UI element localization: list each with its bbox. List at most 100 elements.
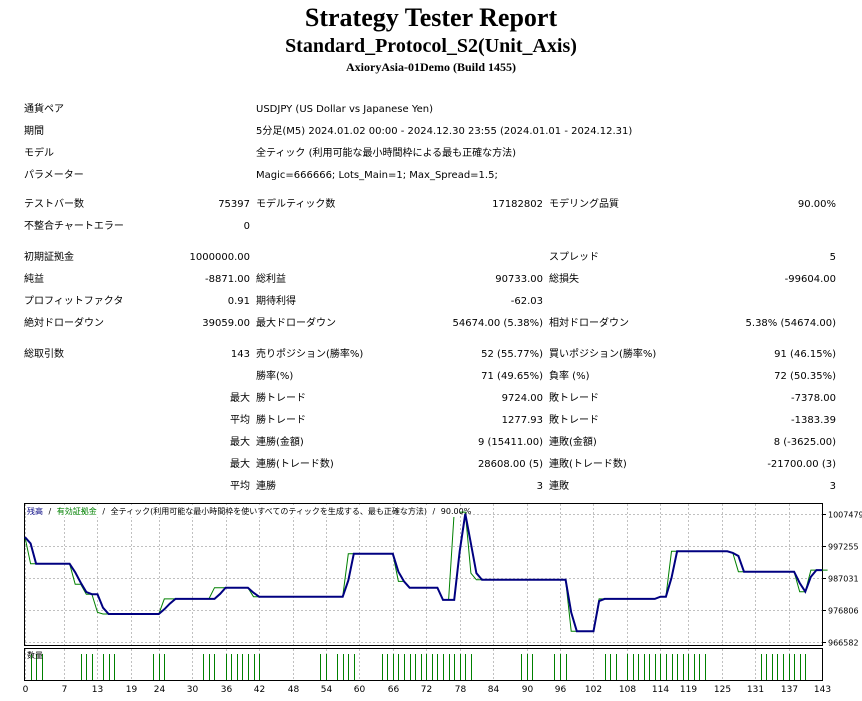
x-tick-label: 60 <box>354 685 366 695</box>
volume-bars <box>31 654 806 680</box>
profit-factor-label: プロフィットファクタ <box>24 296 124 307</box>
x-tick-label: 137 <box>781 685 798 695</box>
largest-win-value: 9724.00 <box>501 393 543 404</box>
short-positions-value: 52 (55.77%) <box>481 349 543 360</box>
avg-cons-wins-label: 連勝 <box>256 481 276 492</box>
legend-separator-1: / <box>49 507 52 516</box>
avg-cons-losses-value: 3 <box>829 481 836 492</box>
legend-equity: 有効証拠金 <box>57 506 97 516</box>
y-axis-labels: 1007479 997255 987031 976806 966582 <box>828 511 862 648</box>
x-tick-label: 66 <box>388 685 400 695</box>
max-drawdown-label: 最大ドローダウン <box>256 318 336 329</box>
params-value: Magic=666666; Lots_Main=1; Max_Spread=1.… <box>256 170 498 181</box>
loss-rate-value: 72 (50.35%) <box>774 371 836 382</box>
max-drawdown-value: 54674.00 (5.38%) <box>452 318 543 329</box>
x-tick-label: 78 <box>455 685 467 695</box>
cons-profit-value: 28608.00 (5) <box>477 459 543 470</box>
x-tick-label: 0 <box>23 685 29 695</box>
y-tick-label: 966582 <box>828 639 859 648</box>
long-positions-label: 買いポジション(勝率%) <box>549 349 657 360</box>
win-rate-label: 勝率(%) <box>256 371 294 382</box>
legend-separator-3: / <box>433 507 436 516</box>
spread-label: スプレッド <box>549 252 599 263</box>
legend-line: 残高 / 有効証拠金 / 全ティック(利用可能な最小時間枠を使いすべてのティック… <box>27 506 472 516</box>
deposit-label: 初期証拠金 <box>24 252 74 263</box>
x-tick-label: 96 <box>555 685 567 695</box>
period-label: 期間 <box>24 126 44 137</box>
cons-wins-label: 連勝(金額) <box>256 437 304 448</box>
net-profit-label: 純益 <box>24 274 44 285</box>
x-tick-label: 36 <box>221 685 233 695</box>
legend-separator-2: / <box>102 507 105 516</box>
cons-losses-value: 8 (-3625.00) <box>773 437 836 448</box>
gross-loss-label: 総損失 <box>549 274 579 285</box>
maximum-prefix: 最大 <box>230 437 250 448</box>
cons-loss-label: 連敗(トレード数) <box>549 459 627 470</box>
x-tick-label: 54 <box>321 685 333 695</box>
y-tick-label: 976806 <box>828 607 859 616</box>
volume-chart-frame <box>24 648 823 681</box>
server-build: AxioryAsia-01Demo (Build 1455) <box>346 60 516 74</box>
balance-line <box>24 513 822 633</box>
x-tick-label: 13 <box>92 685 103 695</box>
x-axis-labels: 0 7 13 19 24 30 36 42 48 54 60 66 72 78 84 90 96 102 108 11… <box>23 685 831 695</box>
gross-profit-label: 総利益 <box>256 274 286 285</box>
gross-loss-value: -99604.00 <box>784 274 836 285</box>
abs-drawdown-label: 絶対ドローダウン <box>24 318 104 329</box>
equity-line <box>24 511 828 632</box>
win-rate-value: 71 (49.65%) <box>481 371 543 382</box>
legend-model: 全ティック(利用可能な最小時間枠を使いすべてのティックを生成する、最も正確な方法… <box>111 506 427 516</box>
largest-win-label: 勝トレード <box>256 393 306 404</box>
mismatch-label: 不整合チャートエラー <box>24 221 124 232</box>
expert-name: Standard_Protocol_S2(Unit_Axis) <box>285 35 577 57</box>
y-tick-label: 1007479 <box>828 511 862 520</box>
main-chart-frame <box>24 503 823 646</box>
total-trades-label: 総取引数 <box>24 349 64 360</box>
x-tick-label: 114 <box>652 685 669 695</box>
net-profit-value: -8871.00 <box>205 274 250 285</box>
short-positions-label: 売りポジション(勝率%) <box>256 349 364 360</box>
y-tick-label: 997255 <box>828 543 859 552</box>
largest-loss-value: -7378.00 <box>791 393 836 404</box>
legend-balance: 残高 <box>27 506 43 516</box>
abs-drawdown-value: 39059.00 <box>202 318 250 329</box>
x-tick-label: 125 <box>714 685 731 695</box>
mismatch-value: 0 <box>243 221 250 232</box>
cons-profit-label: 連勝(トレード数) <box>256 459 334 470</box>
loss-rate-label: 負率 (%) <box>549 371 590 382</box>
params-label: パラメーター <box>24 170 84 181</box>
report-title: Strategy Tester Report <box>304 3 558 32</box>
x-tick-label: 19 <box>126 685 138 695</box>
legend-background <box>26 505 460 517</box>
total-trades-value: 143 <box>230 349 250 360</box>
avg-cons-losses-label: 連敗 <box>549 481 569 492</box>
x-tick-label: 102 <box>585 685 602 695</box>
x-tick-label: 119 <box>680 685 697 695</box>
largest-prefix: 最大 <box>230 393 250 404</box>
ticks-value: 17182802 <box>492 199 543 210</box>
model-value: 全ティック (利用可能な最小時間枠による最も正確な方法) <box>256 148 517 159</box>
x-tick-label: 108 <box>619 685 636 695</box>
expected-payoff-label: 期待利得 <box>256 296 296 307</box>
quality-label: モデリング品質 <box>549 199 619 210</box>
pair-label: 通貨ペア <box>24 104 64 115</box>
profit-factor-value: 0.91 <box>227 296 250 307</box>
maximal-prefix: 最大 <box>230 459 250 470</box>
x-tick-label: 84 <box>488 685 500 695</box>
rel-drawdown-value: 5.38% (54674.00) <box>745 318 836 329</box>
avg-win-value: 1277.93 <box>501 415 543 426</box>
cons-losses-label: 連敗(金額) <box>549 437 597 448</box>
x-tick-label: 72 <box>421 685 432 695</box>
cons-loss-value: -21700.00 (3) <box>767 459 836 470</box>
x-tick-label: 24 <box>154 685 166 695</box>
avg-cons-prefix: 平均 <box>230 481 250 492</box>
avg-win-label: 勝トレード <box>256 415 306 426</box>
rel-drawdown-label: 相対ドローダウン <box>549 318 629 329</box>
expected-payoff-value: -62.03 <box>510 296 543 307</box>
x-tick-label: 42 <box>254 685 265 695</box>
legend-quality: 90.00% <box>441 507 472 516</box>
average-prefix: 平均 <box>230 415 250 426</box>
chart-grid <box>25 504 826 680</box>
bars-label: テストバー数 <box>24 199 84 210</box>
avg-loss-value: -1383.39 <box>791 415 836 426</box>
